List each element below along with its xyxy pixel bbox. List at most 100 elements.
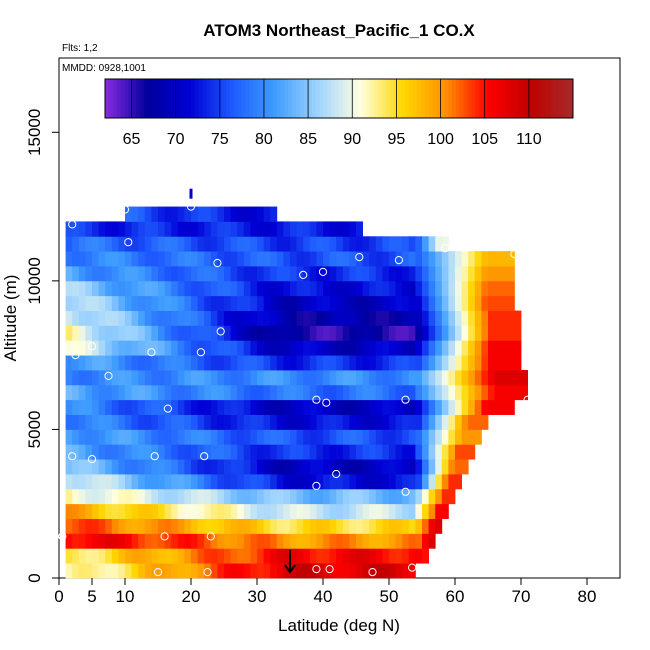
heatmap-cell [224, 548, 231, 564]
heatmap-cell [448, 370, 456, 386]
x-tick-label: 50 [380, 587, 399, 606]
heatmap-cell [191, 563, 198, 579]
heatmap-cell [408, 474, 416, 490]
heatmap-cell [230, 503, 238, 519]
heatmap-cell [177, 295, 185, 311]
heatmap-cell [389, 280, 396, 297]
heatmap-cell [369, 236, 377, 252]
heatmap-cell [369, 518, 377, 534]
heatmap-cell [389, 236, 396, 252]
colorbar-cell [241, 79, 246, 118]
heatmap-cell [441, 444, 449, 460]
colorbar-cell [245, 79, 250, 118]
heatmap-cell [131, 340, 139, 356]
heatmap-cell [217, 444, 225, 460]
heatmap-cell [243, 548, 251, 564]
heatmap-cell [362, 251, 370, 267]
heatmap-cell [263, 548, 271, 564]
heatmap-cell [184, 563, 192, 579]
heatmap-cell [210, 414, 218, 430]
colorbar-cell [124, 79, 129, 118]
heatmap-cell [303, 295, 311, 311]
heatmap-cell [461, 340, 469, 356]
heatmap-cell [217, 563, 225, 579]
heatmap-cell [303, 518, 311, 534]
heatmap-cell [210, 325, 218, 341]
heatmap-cell [243, 563, 251, 579]
heatmap-cell [336, 414, 344, 430]
heatmap-cell [177, 355, 185, 371]
heatmap-cell [375, 444, 383, 460]
heatmap-cell [428, 399, 436, 415]
heatmap-cell [171, 474, 179, 490]
heatmap-cell [105, 384, 113, 401]
heatmap-cell [382, 266, 390, 282]
colorbar-cell [502, 79, 508, 118]
heatmap-cell [323, 355, 330, 371]
heatmap-cell [250, 474, 258, 490]
colorbar-cell [253, 79, 258, 118]
heatmap-cell [494, 266, 502, 282]
heatmap-cell [448, 295, 456, 311]
heatmap-cell [151, 206, 159, 222]
heatmap-cell [263, 340, 271, 356]
heatmap-cell [356, 355, 363, 371]
heatmap-cell [356, 251, 363, 267]
colorbar-cell [350, 79, 355, 118]
heatmap-cell [356, 295, 363, 311]
heatmap-cell [164, 251, 172, 267]
heatmap-cell [342, 384, 350, 401]
colorbar-cell [487, 79, 492, 118]
heatmap-cell [191, 266, 198, 282]
heatmap-cell [230, 325, 238, 341]
colorbar-cell [140, 79, 145, 118]
heatmap-cell [296, 474, 304, 490]
heatmap-cell [237, 266, 245, 282]
colorbar-cell [105, 79, 110, 118]
heatmap-cell [369, 444, 377, 460]
heatmap-cell [105, 251, 113, 267]
heatmap-cell [349, 236, 357, 252]
heatmap-cell [448, 340, 456, 356]
heatmap-cell [382, 548, 390, 564]
heatmap-cell [408, 518, 416, 534]
heatmap-cell [290, 429, 297, 445]
heatmap-cell [111, 370, 119, 386]
heatmap-cell [158, 370, 165, 386]
colorbar-cell [557, 79, 562, 118]
heatmap-cell [435, 236, 443, 252]
heatmap-cell [382, 310, 390, 326]
colorbar-cell [463, 79, 469, 118]
heatmap-cell [290, 236, 297, 252]
heatmap-cell [428, 459, 436, 475]
heatmap-cell [488, 251, 495, 267]
heatmap-cell [217, 280, 225, 297]
heatmap-cell [230, 474, 238, 490]
heatmap-cell [184, 429, 192, 445]
heatmap-cell [369, 503, 377, 519]
heatmap-cell [336, 340, 344, 356]
colorbar-cell [222, 79, 227, 118]
heatmap-cell [85, 503, 93, 519]
heatmap-cell [118, 429, 126, 445]
heatmap-cell [349, 474, 357, 490]
heatmap-cell [197, 280, 205, 297]
colorbar-cell [440, 79, 445, 118]
heatmap-cell [481, 310, 489, 326]
heatmap-cell [435, 355, 443, 371]
heatmap-cell [342, 548, 350, 564]
colorbar-cell [112, 79, 118, 118]
data-point [332, 469, 341, 479]
heatmap-cell [237, 459, 245, 475]
heatmap-cell [171, 221, 179, 237]
heatmap-cell [422, 429, 429, 445]
heatmap-cell [164, 444, 172, 460]
heatmap-cell [177, 488, 185, 505]
heatmap-cell [422, 340, 429, 356]
heatmap-cell [191, 280, 198, 297]
heatmap-cell [296, 384, 304, 401]
heatmap-cell [217, 340, 225, 356]
data-point [150, 452, 159, 461]
colorbar-cell [432, 79, 437, 118]
heatmap-cell [395, 280, 403, 297]
